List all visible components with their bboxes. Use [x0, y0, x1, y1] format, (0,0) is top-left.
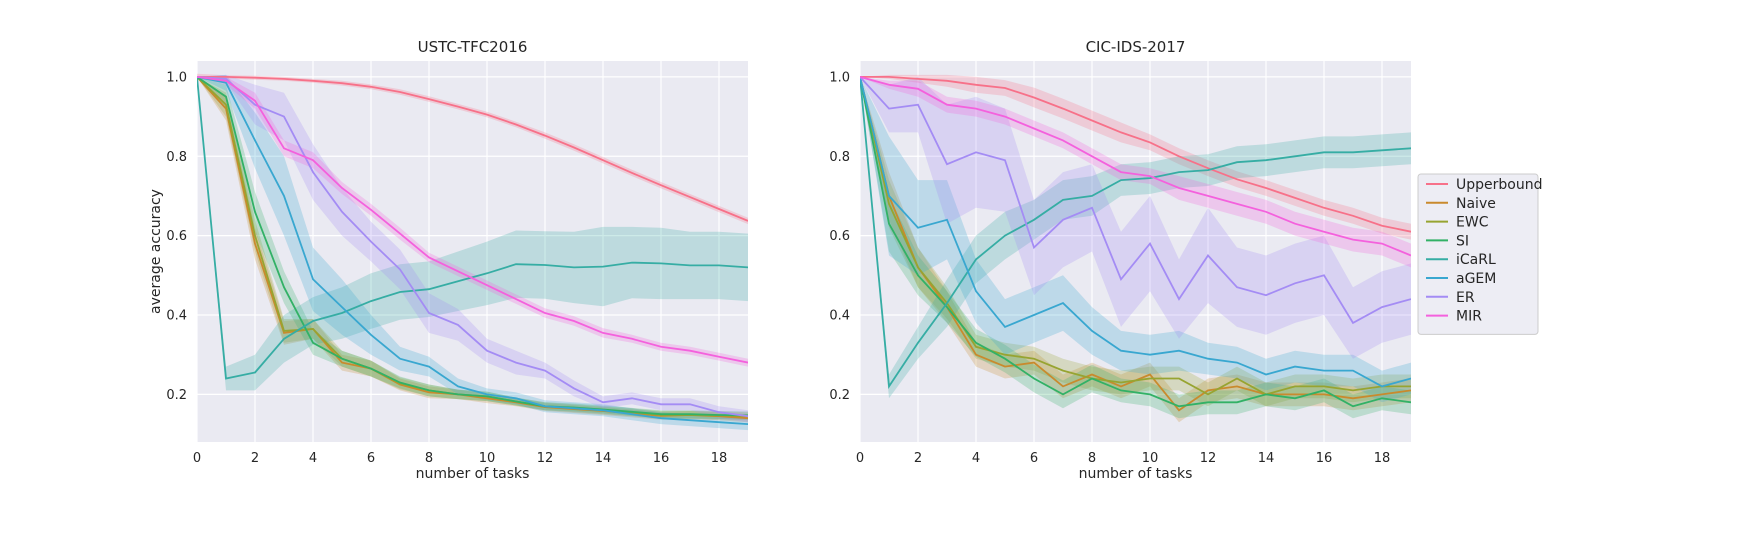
plot-cic-ids-2017: 0 2 4 6 8 10 12 14 16 18 0.2 0.4 0.6 0.8 1.0 CIC-IDS-20… [829, 38, 1411, 482]
x-tick-label: 6 [367, 451, 375, 466]
legend-label-agem: aGEM [1456, 271, 1496, 287]
band-upperbound [860, 74, 1411, 240]
series-line-er [860, 76, 1411, 325]
chart-title: CIC-IDS-2017 [1086, 38, 1186, 56]
series-line-mir [197, 76, 748, 364]
y-tick-label: 0.6 [166, 229, 187, 244]
series-line-ewc [860, 76, 1411, 396]
y-tick-label: 0.8 [829, 150, 850, 165]
band-er [197, 74, 748, 423]
band-agem [197, 74, 748, 431]
band-mir [860, 76, 1411, 268]
x-axis-label: number of tasks [1079, 466, 1193, 482]
series-line-si [197, 76, 748, 417]
series-line-agem [860, 76, 1411, 388]
x-tick-label: 16 [653, 451, 670, 466]
band-agem [860, 76, 1411, 403]
legend-label-naive: Naive [1456, 196, 1496, 212]
chart-title: USTC-TFC2016 [418, 38, 528, 56]
series-line-agem [197, 76, 748, 425]
y-tick-label: 1.0 [829, 70, 850, 85]
x-tick-label: 10 [479, 451, 496, 466]
band-naive [860, 76, 1411, 423]
y-tick-label: 0.2 [829, 388, 850, 403]
series-line-upperbound [860, 76, 1411, 233]
series-line-mir [860, 76, 1411, 257]
x-tick-label: 10 [1142, 451, 1159, 466]
series-line-upperbound [197, 76, 748, 222]
x-tick-label: 14 [1258, 451, 1275, 466]
series-line-si [860, 76, 1411, 408]
y-tick-label: 0.2 [166, 388, 187, 403]
series-group [860, 74, 1411, 423]
band-er [860, 76, 1411, 359]
band-icarl [860, 76, 1411, 399]
x-tick-label: 8 [1088, 451, 1096, 466]
plot-ustc-tfc2016: 0 2 4 6 8 10 12 14 16 18 0.2 0.4 0.6 0.8 1.0 USTC-TFC20… [148, 38, 748, 482]
legend-label-upperbound: Upperbound [1456, 177, 1542, 193]
band-icarl [197, 76, 748, 391]
x-tick-label: 8 [425, 451, 433, 466]
x-tick-label: 12 [537, 451, 554, 466]
x-tick-label: 16 [1316, 451, 1333, 466]
x-tick-label: 4 [309, 451, 317, 466]
x-tick-label: 0 [856, 451, 864, 466]
x-tick-label: 6 [1030, 451, 1038, 466]
x-axis-label: number of tasks [416, 466, 530, 482]
x-tick-label: 18 [1374, 451, 1391, 466]
y-tick-label: 0.4 [166, 309, 187, 324]
series-group [197, 73, 748, 431]
legend-label-ewc: EWC [1456, 215, 1489, 231]
band-mir [197, 76, 748, 367]
legend-box [1417, 173, 1539, 335]
series-line-er [197, 76, 748, 418]
x-tick-label: 14 [595, 451, 612, 466]
y-axis-label: average accuracy [148, 189, 164, 314]
legend-label-si: SI [1456, 233, 1469, 249]
y-tick-label: 0.8 [166, 150, 187, 165]
x-tick-label: 2 [914, 451, 922, 466]
x-tick-label: 12 [1200, 451, 1217, 466]
legend-label-er: ER [1456, 290, 1475, 306]
y-tick-label: 0.4 [829, 309, 850, 324]
x-tick-label: 18 [711, 451, 728, 466]
x-tick-label: 4 [972, 451, 980, 466]
x-tick-label: 0 [193, 451, 201, 466]
y-tick-label: 0.6 [829, 229, 850, 244]
legend-label-icarl: iCaRL [1456, 252, 1496, 268]
legend-label-mir: MIR [1456, 309, 1482, 325]
plot-area [860, 61, 1411, 442]
legend: Upperbound Naive EWC SI iCaRL aGEM ER MIR [1417, 173, 1542, 335]
y-tick-label: 1.0 [166, 70, 187, 85]
series-line-icarl [860, 76, 1411, 390]
x-tick-label: 2 [251, 451, 259, 466]
